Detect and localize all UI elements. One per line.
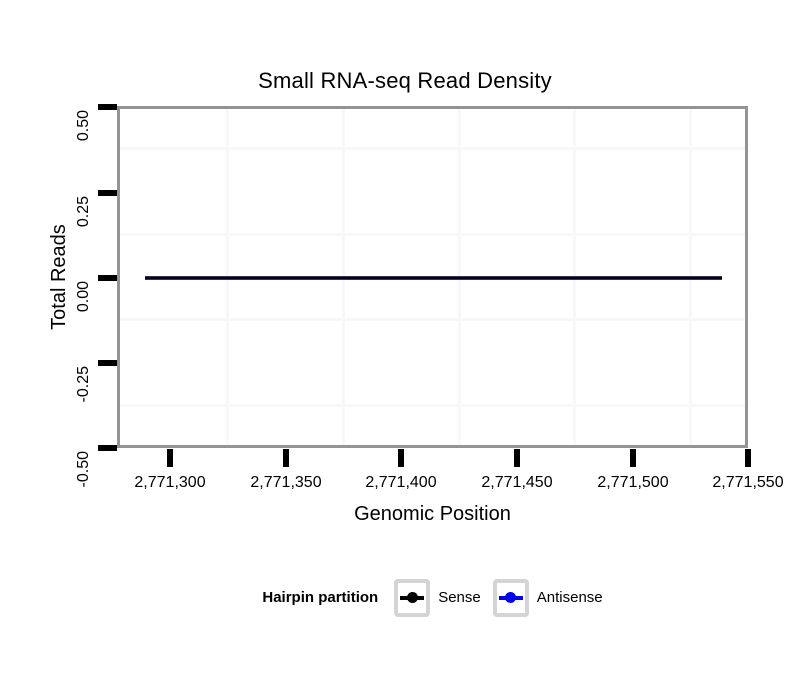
x-tick [167, 449, 173, 467]
antisense-point-icon [505, 592, 517, 603]
data-line-y0 [145, 276, 722, 280]
legend-label-antisense: Antisense [536, 589, 603, 606]
x-tick-label: 2,771,450 [481, 474, 553, 491]
gridline-minor-h [120, 404, 745, 407]
x-tick [514, 449, 520, 467]
gridline-minor-h [120, 233, 745, 236]
y-tick-label: 0.25 [75, 196, 92, 228]
y-tick [98, 275, 117, 281]
x-tick [745, 449, 751, 467]
x-tick-label: 2,771,500 [597, 474, 669, 491]
x-tick [398, 449, 404, 467]
sense-point-icon [406, 592, 418, 603]
gridline-minor-h [120, 147, 745, 150]
legend-key-sense [394, 578, 431, 617]
plot-title: Small RNA-seq Read Density [258, 68, 552, 93]
y-tick [98, 445, 117, 451]
gridline-minor-h [120, 318, 745, 321]
y-tick-label: -0.50 [75, 451, 92, 488]
x-tick [630, 449, 636, 467]
x-tick [283, 449, 289, 467]
legend-label-sense: Sense [438, 589, 481, 606]
y-tick [98, 104, 117, 110]
y-tick-label: 0.00 [75, 281, 92, 313]
legend-key-antisense [492, 578, 529, 617]
y-tick-label: -0.25 [75, 366, 92, 403]
legend: Hairpin partition Sense Antisense [117, 578, 748, 617]
x-axis-title: Genomic Position [354, 503, 511, 525]
x-tick-label: 2,771,300 [134, 474, 206, 491]
y-axis-title: Total Reads [48, 224, 70, 330]
x-tick-label: 2,771,550 [712, 474, 784, 491]
y-tick [98, 190, 117, 196]
y-tick [98, 360, 117, 366]
y-tick-label: 0.50 [75, 110, 92, 142]
x-tick-label: 2,771,350 [250, 474, 322, 491]
x-tick-label: 2,771,400 [365, 474, 437, 491]
legend-title: Hairpin partition [262, 589, 379, 606]
